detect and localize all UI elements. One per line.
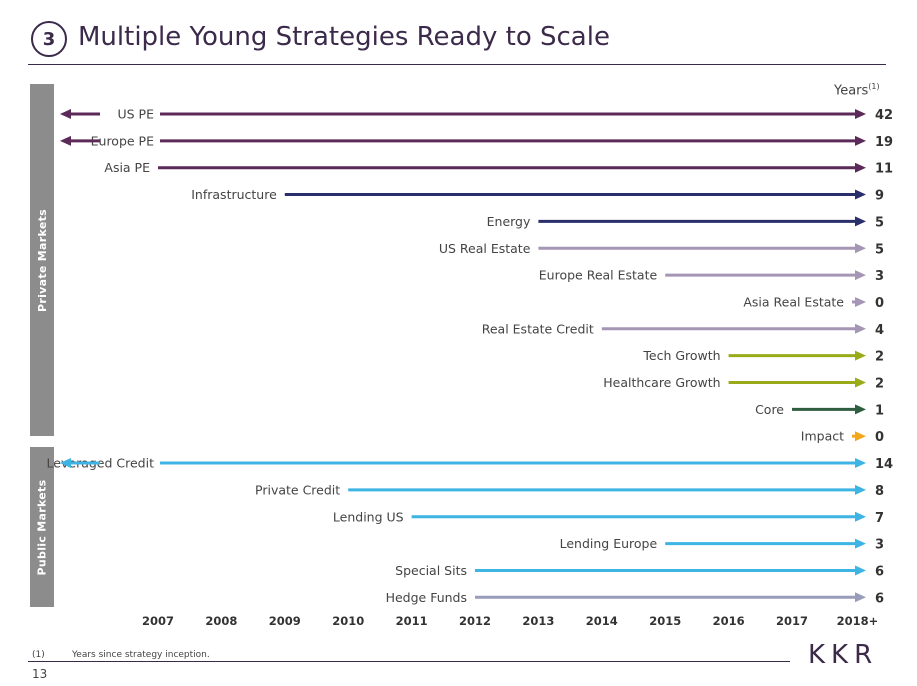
strategy-years-private-credit: 8 — [875, 484, 884, 499]
footer-divider — [28, 661, 790, 662]
strategy-years-core: 1 — [875, 403, 884, 418]
strategy-years-us-real-estate: 5 — [875, 242, 884, 257]
strategy-years-real-estate-credit: 4 — [875, 323, 884, 338]
strategy-label-energy: Energy — [487, 214, 531, 229]
strategy-arrowhead-special-sits — [855, 565, 866, 576]
strategy-years-us-pe: 42 — [875, 108, 893, 123]
x-tick-2015: 2015 — [649, 614, 681, 628]
strategy-label-asia-pe: Asia PE — [104, 160, 150, 175]
strategy-arrowhead-lending-europe — [855, 538, 866, 549]
strategy-arrowhead-core — [855, 404, 866, 415]
x-tick-2016: 2016 — [713, 614, 745, 628]
strategy-label-europe-pe: Europe PE — [91, 133, 154, 148]
strategy-pre-arrowhead-leveraged-credit — [60, 458, 71, 469]
x-tick-2012: 2012 — [459, 614, 491, 628]
strategy-years-energy: 5 — [875, 215, 884, 230]
section-number-badge: 3 — [31, 21, 67, 57]
page-title: Multiple Young Strategies Ready to Scale — [78, 22, 610, 52]
strategy-years-tech-growth: 2 — [875, 350, 884, 365]
strategy-label-asia-real-estate: Asia Real Estate — [743, 294, 844, 309]
strategy-label-private-credit: Private Credit — [255, 482, 340, 497]
x-tick-2018: 2018+ — [837, 614, 879, 628]
strategy-label-us-real-estate: US Real Estate — [439, 241, 531, 256]
x-tick-2010: 2010 — [332, 614, 364, 628]
strategy-label-healthcare-growth: Healthcare Growth — [603, 375, 720, 390]
strategy-years-healthcare-growth: 2 — [875, 377, 884, 392]
strategy-years-europe-real-estate: 3 — [875, 269, 884, 284]
strategy-arrowhead-europe-real-estate — [855, 270, 866, 281]
title-divider — [28, 64, 886, 65]
strategy-label-leveraged-credit: Leveraged Credit — [47, 456, 155, 471]
strategy-pre-arrowhead-europe-pe — [60, 135, 71, 146]
strategy-arrowhead-tech-growth — [855, 350, 866, 361]
strategy-years-lending-europe: 3 — [875, 538, 884, 553]
footnote-number: (1) — [32, 650, 45, 660]
strategy-label-special-sits: Special Sits — [395, 563, 467, 578]
footnote-text: Years since strategy inception. — [72, 650, 210, 660]
x-tick-2009: 2009 — [269, 614, 301, 628]
strategy-years-asia-pe: 11 — [875, 162, 893, 177]
strategy-arrowhead-infrastructure — [855, 189, 866, 200]
strategy-label-lending-europe: Lending Europe — [560, 536, 658, 551]
strategy-arrowhead-lending-us — [855, 511, 866, 522]
strategy-arrowhead-impact — [855, 431, 866, 442]
strategy-arrowhead-europe-pe — [855, 135, 866, 146]
strategy-label-europe-real-estate: Europe Real Estate — [539, 268, 658, 283]
strategy-arrowhead-asia-real-estate — [855, 296, 866, 307]
strategy-label-impact: Impact — [801, 429, 844, 444]
strategy-years-special-sits: 6 — [875, 564, 884, 579]
x-tick-2007: 2007 — [142, 614, 174, 628]
strategy-arrowhead-us-pe — [855, 109, 866, 119]
strategy-arrowhead-leveraged-credit — [855, 458, 866, 469]
strategy-arrowhead-asia-pe — [855, 162, 866, 173]
strategy-years-lending-us: 7 — [875, 511, 884, 526]
x-tick-2008: 2008 — [205, 614, 237, 628]
strategy-label-lending-us: Lending US — [333, 509, 404, 524]
strategy-years-asia-real-estate: 0 — [875, 296, 884, 311]
years-column-header: Years(1) — [834, 82, 880, 98]
strategy-arrowhead-real-estate-credit — [855, 323, 866, 334]
strategy-arrowhead-us-real-estate — [855, 243, 866, 254]
page-number: 13 — [32, 667, 48, 681]
strategy-arrowhead-energy — [855, 216, 866, 227]
section-number: 3 — [42, 28, 56, 50]
years-footnote-ref: (1) — [868, 82, 880, 91]
strategy-label-tech-growth: Tech Growth — [642, 348, 720, 363]
public-markets-band: Public Markets — [30, 447, 54, 607]
strategy-arrowhead-healthcare-growth — [855, 377, 866, 388]
strategy-label-us-pe: US PE — [118, 107, 155, 122]
strategy-arrowhead-hedge-funds — [855, 592, 866, 603]
x-tick-2017: 2017 — [776, 614, 808, 628]
strategy-years-europe-pe: 19 — [875, 135, 893, 150]
strategy-label-infrastructure: Infrastructure — [191, 187, 277, 202]
strategy-years-infrastructure: 9 — [875, 189, 884, 204]
strategy-years-leveraged-credit: 14 — [875, 457, 893, 472]
strategy-label-hedge-funds: Hedge Funds — [386, 590, 467, 605]
x-tick-2014: 2014 — [586, 614, 618, 628]
strategy-label-real-estate-credit: Real Estate Credit — [482, 321, 594, 336]
strategy-label-core: Core — [755, 402, 784, 417]
x-tick-2011: 2011 — [396, 614, 428, 628]
footnote: (1) Years since strategy inception. — [32, 650, 210, 660]
strategy-pre-arrowhead-us-pe — [60, 109, 71, 119]
strategy-arrowhead-private-credit — [855, 484, 866, 495]
x-tick-2013: 2013 — [522, 614, 554, 628]
private-markets-band: Private Markets — [30, 84, 54, 436]
strategy-years-impact: 0 — [875, 430, 884, 445]
years-label: Years — [834, 83, 869, 99]
strategy-years-hedge-funds: 6 — [875, 591, 884, 606]
kkr-logo: KKR — [808, 640, 879, 670]
